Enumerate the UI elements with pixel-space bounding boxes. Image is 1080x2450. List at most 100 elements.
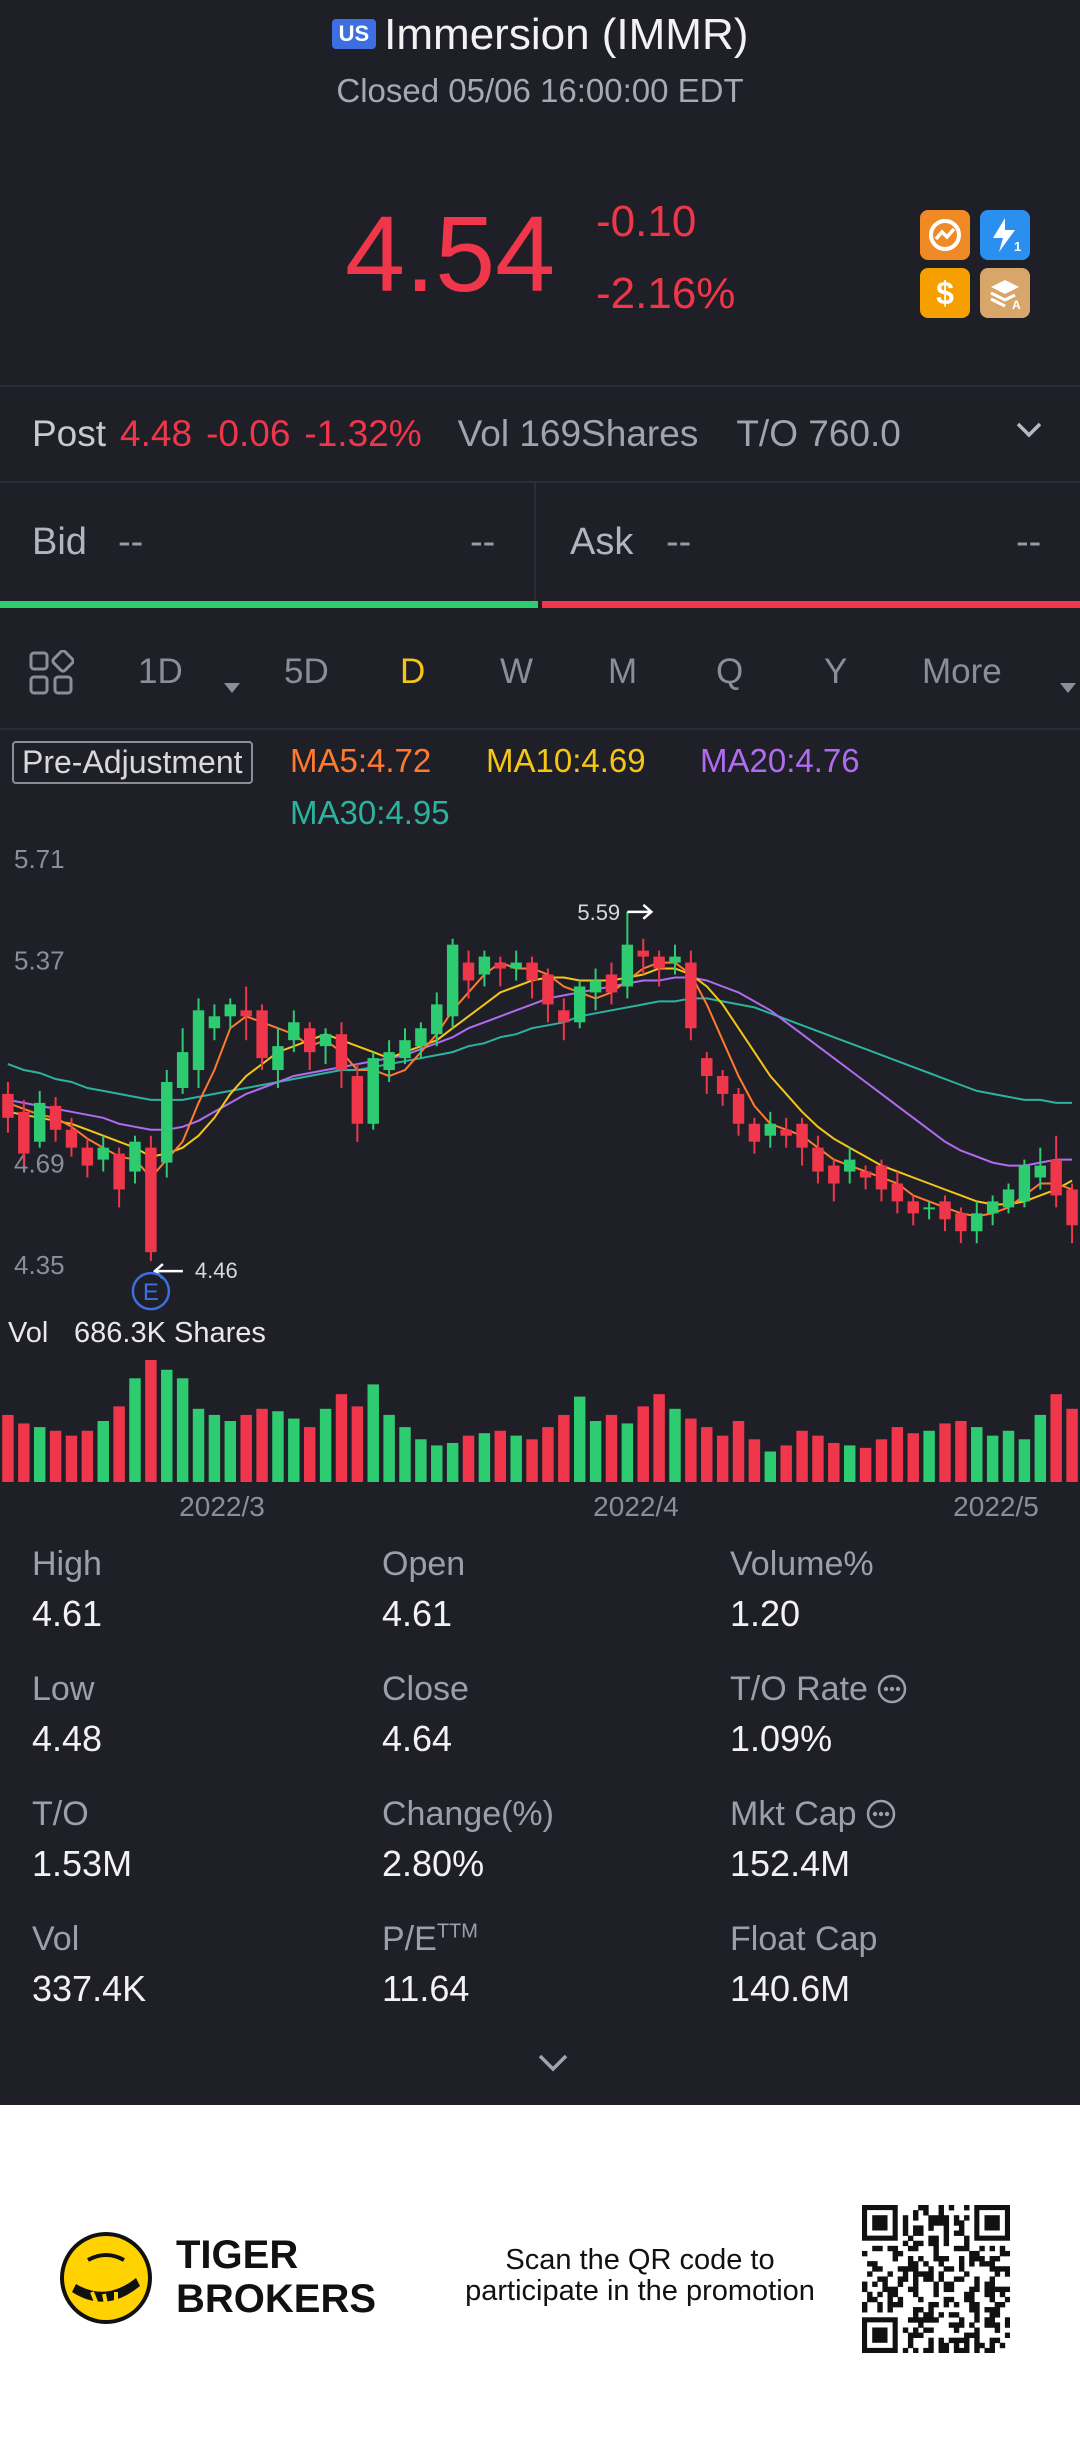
qr-module: [913, 2281, 919, 2287]
qr-module: [933, 2220, 939, 2226]
candle-body: [113, 1153, 125, 1190]
volume-bar: [748, 1439, 761, 1482]
qr-module: [913, 2286, 919, 2293]
tab-more[interactable]: More: [922, 652, 1002, 691]
stat-label-sup: TTM: [436, 1920, 478, 1943]
qr-module: [933, 2291, 939, 2298]
qr-module: [897, 2296, 904, 2303]
candle-body: [224, 1004, 237, 1017]
chart-badge-icon[interactable]: [920, 210, 970, 260]
tab-w[interactable]: W: [500, 652, 534, 691]
candle-body: [812, 1147, 824, 1172]
candle-body: [288, 1022, 300, 1041]
qr-module: [974, 2337, 980, 2344]
stat-value: 4.64: [382, 1718, 453, 1759]
qr-module: [872, 2261, 878, 2267]
caret-down-icon[interactable]: [222, 664, 242, 704]
more-caret-icon[interactable]: [1058, 664, 1078, 704]
lightning-1-icon[interactable]: 1: [980, 210, 1030, 260]
qr-module: [887, 2307, 893, 2313]
x-axis-label: 2022/5: [953, 1491, 1039, 1520]
ma10-line: [7, 967, 1073, 1206]
qr-module: [938, 2271, 944, 2277]
candle-body: [732, 1093, 745, 1124]
candle-body: [319, 1034, 332, 1047]
info-more-icon[interactable]: [865, 1795, 897, 1833]
qr-module: [907, 2332, 914, 2338]
volume-bar: [907, 1433, 919, 1482]
brand-line1: TIGER: [176, 2233, 299, 2277]
qr-module: [943, 2235, 950, 2242]
volume-bar: [256, 1408, 268, 1482]
qr-module: [953, 2245, 960, 2252]
brand-line2: BROKERS: [176, 2277, 377, 2321]
qr-module: [887, 2271, 893, 2277]
qr-module: [913, 2307, 919, 2313]
candle-body: [701, 1058, 713, 1077]
qr-module: [862, 2307, 868, 2313]
qr-module: [938, 2215, 944, 2221]
qr-module: [958, 2256, 965, 2262]
qr-module: [969, 2261, 975, 2267]
qr-module: [994, 2256, 1001, 2262]
stat-value: 2.80%: [382, 1843, 485, 1884]
post-market-row[interactable]: Post 4.48 -0.06 -1.32% Vol 169Shares T/O…: [0, 385, 1080, 483]
pre-adjustment-button[interactable]: Pre-Adjustment: [12, 741, 253, 784]
qr-module: [882, 2281, 888, 2287]
qr-module: [979, 2342, 985, 2349]
promo-line2: participate in the promotion: [465, 2275, 815, 2307]
volume-bar: [812, 1435, 824, 1482]
volume-bar: [573, 1396, 586, 1482]
layout-grid-icon[interactable]: [28, 649, 75, 705]
stat-label: High: [32, 1545, 102, 1583]
qr-module: [923, 2210, 929, 2216]
candle-body: [843, 1159, 856, 1172]
qr-module: [989, 2245, 995, 2252]
candle-body: [748, 1123, 761, 1142]
qr-module: [953, 2215, 960, 2221]
qr-module: [872, 2296, 878, 2303]
tab-1d[interactable]: 1D: [138, 652, 183, 691]
candle-body: [383, 1052, 395, 1071]
stack-a-icon[interactable]: A: [980, 268, 1030, 318]
tab-q[interactable]: Q: [716, 652, 744, 691]
qr-module: [923, 2312, 929, 2318]
volume-bar: [542, 1427, 554, 1482]
qr-module: [948, 2281, 955, 2287]
qr-module: [1004, 2322, 1010, 2328]
tab-y[interactable]: Y: [824, 652, 848, 691]
candle-body: [33, 1102, 46, 1142]
volume-bar: [113, 1406, 125, 1482]
post-label: Post: [32, 413, 107, 454]
qr-module: [928, 2276, 934, 2282]
dollar-icon[interactable]: $: [920, 268, 970, 318]
qr-module: [913, 2332, 919, 2338]
qr-module: [974, 2301, 980, 2308]
info-more-icon[interactable]: [876, 1670, 908, 1708]
qr-module: [989, 2291, 995, 2298]
high-arrow-icon: [627, 903, 654, 920]
qr-module: [897, 2276, 904, 2282]
qr-module: [933, 2256, 939, 2262]
candle-body: [431, 1004, 443, 1035]
tab-d[interactable]: D: [400, 652, 426, 691]
tab-5d[interactable]: 5D: [284, 652, 329, 691]
qr-module: [969, 2307, 975, 2313]
tab-m[interactable]: M: [608, 652, 638, 691]
qr-module: [943, 2215, 950, 2221]
qr-module: [953, 2220, 960, 2226]
qr-module: [989, 2312, 995, 2318]
chevron-down-icon[interactable]: [1012, 413, 1046, 456]
qr-module: [902, 2276, 909, 2282]
volume-bar: [605, 1414, 618, 1482]
qr-module: [958, 2276, 965, 2282]
qr-module: [943, 2301, 950, 2308]
expand-chevron-icon[interactable]: [536, 2050, 570, 2081]
qr-module: [928, 2347, 934, 2353]
qr-module: [999, 2250, 1006, 2257]
candle-body: [161, 1081, 173, 1163]
qr-module: [958, 2230, 965, 2236]
qr-module: [984, 2261, 990, 2267]
qr-module: [928, 2225, 934, 2231]
